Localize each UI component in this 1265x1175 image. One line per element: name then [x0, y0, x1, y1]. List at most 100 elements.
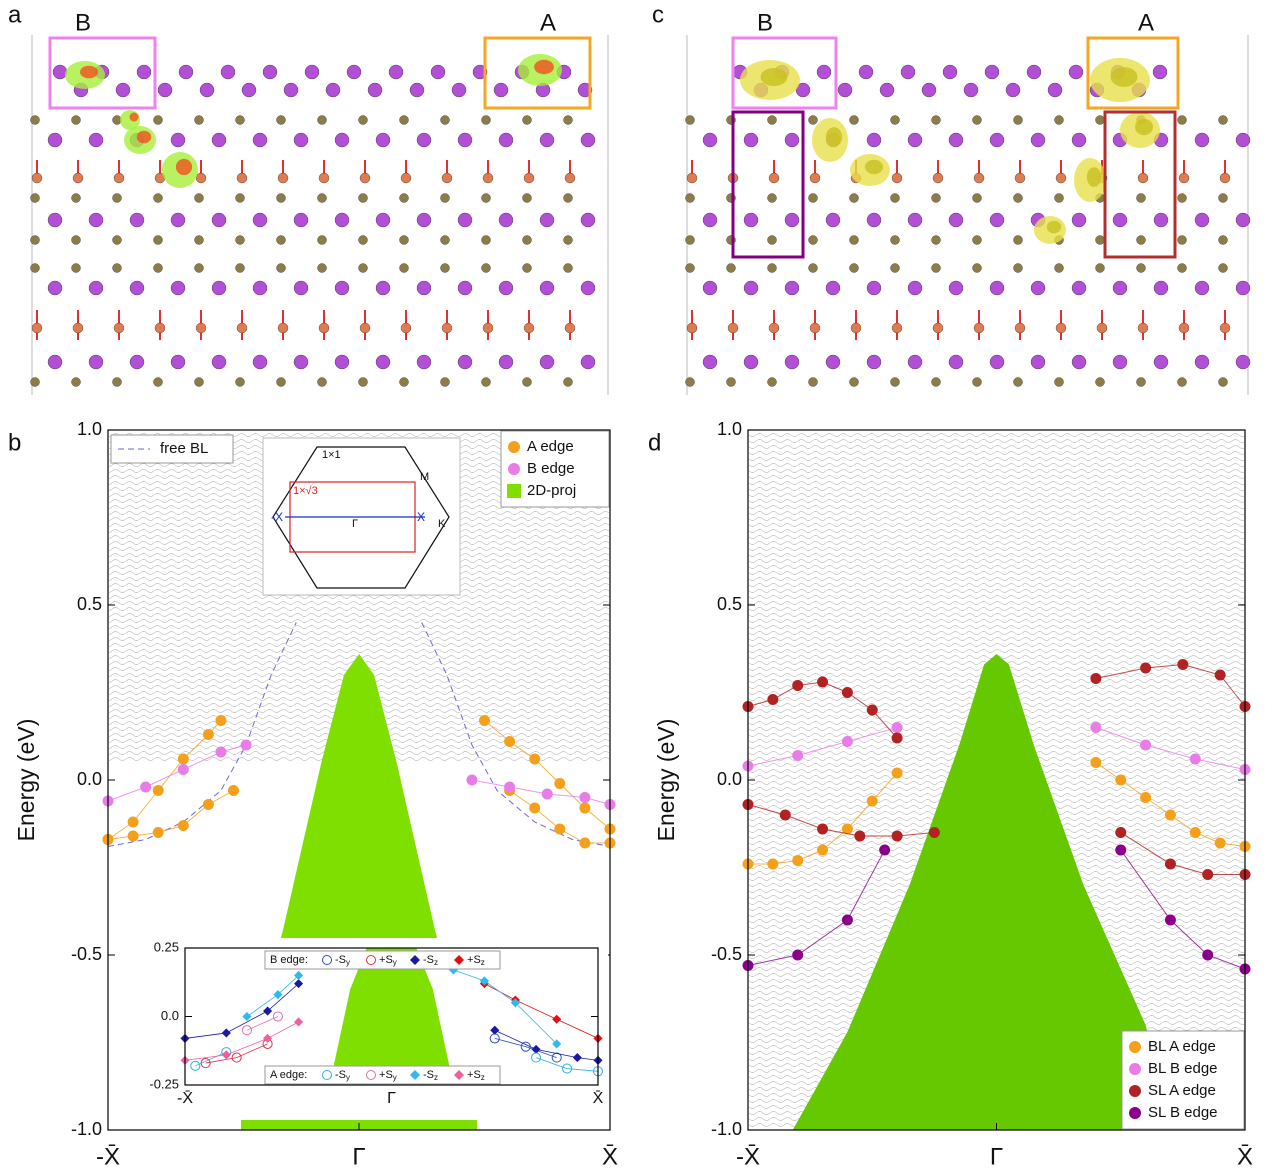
atom	[1014, 116, 1023, 125]
atom	[196, 173, 206, 183]
point	[1090, 722, 1101, 733]
atom	[221, 65, 235, 79]
bz-label: M	[420, 471, 429, 483]
atom	[277, 378, 286, 387]
atom	[360, 323, 370, 333]
atom	[236, 378, 245, 387]
atom	[974, 173, 984, 183]
y-axis-label: Energy (eV)	[653, 719, 679, 842]
point	[529, 803, 540, 814]
legend-swatch	[1129, 1041, 1141, 1053]
atom	[154, 236, 163, 245]
atom	[417, 133, 431, 147]
atom	[1154, 213, 1168, 227]
atom	[326, 83, 340, 97]
charge-blob	[80, 66, 98, 79]
atom	[154, 194, 163, 203]
atom	[294, 281, 308, 295]
atom	[686, 236, 695, 245]
atom	[263, 65, 277, 79]
atom	[810, 323, 820, 333]
atom	[400, 236, 409, 245]
point	[817, 677, 828, 688]
legend-subscript: z	[481, 1073, 485, 1082]
atom	[785, 213, 799, 227]
point	[892, 722, 903, 733]
atom	[482, 378, 491, 387]
atom	[401, 173, 411, 183]
atom	[1179, 323, 1189, 333]
point	[215, 747, 226, 758]
atom	[1056, 323, 1066, 333]
point	[842, 687, 853, 698]
charge-blob	[1135, 119, 1153, 135]
atom	[703, 133, 717, 147]
atom	[458, 213, 472, 227]
point	[792, 950, 803, 961]
atom	[155, 323, 165, 333]
atom	[171, 213, 185, 227]
point	[767, 694, 778, 705]
atom	[113, 264, 122, 273]
atom	[442, 173, 452, 183]
atom	[401, 323, 411, 333]
atom	[1031, 133, 1045, 147]
legend-symbol: S	[339, 954, 346, 966]
atom	[687, 323, 697, 333]
point	[867, 705, 878, 716]
point	[579, 838, 590, 849]
legend-swatch	[507, 484, 521, 498]
atom	[114, 323, 124, 333]
atom	[943, 65, 957, 79]
atom	[891, 236, 900, 245]
charge-blob	[1111, 67, 1138, 87]
panel-label: a	[8, 1, 22, 28]
atom	[483, 323, 493, 333]
atom	[89, 355, 103, 369]
atom	[826, 213, 840, 227]
atom	[48, 213, 62, 227]
atom	[540, 213, 554, 227]
point	[504, 736, 515, 747]
legend-swatch	[1129, 1107, 1141, 1119]
legend-label: free BL	[160, 440, 208, 457]
x-tick-label: Γ	[387, 1090, 396, 1107]
point	[929, 827, 940, 838]
atom	[1178, 378, 1187, 387]
atom	[581, 355, 595, 369]
figure: aBAcBA -1.0-0.50.00.51.0-X̄ΓX̄Energy (eV…	[0, 0, 1265, 1175]
atom	[933, 323, 943, 333]
atom	[335, 355, 349, 369]
atom	[851, 323, 861, 333]
x-tick-label: -X̄	[96, 1143, 120, 1170]
atom	[581, 133, 595, 147]
atom	[335, 281, 349, 295]
atom	[1137, 194, 1146, 203]
point	[479, 715, 490, 726]
atom	[1055, 116, 1064, 125]
atom	[892, 173, 902, 183]
band-line	[108, 791, 234, 840]
y-tick-label: 0.0	[717, 769, 742, 789]
atom	[565, 323, 575, 333]
atom	[277, 194, 286, 203]
charge-blob	[1087, 167, 1101, 187]
atom	[431, 65, 445, 79]
legend-subscript: y	[346, 958, 350, 967]
atom	[744, 355, 758, 369]
atom	[1220, 323, 1230, 333]
atom	[400, 116, 409, 125]
atom	[769, 323, 779, 333]
charge-blob	[826, 127, 842, 147]
legend-label: B edge	[527, 460, 575, 477]
y-tick-label: -1.0	[711, 1119, 742, 1139]
atom	[499, 133, 513, 147]
point	[817, 845, 828, 856]
atom	[171, 133, 185, 147]
point	[1140, 792, 1151, 803]
bz-inset: 1×1 1×√3 M K Γ X -X	[263, 438, 460, 595]
y-tick-label: 0.0	[161, 1008, 179, 1023]
atom	[441, 264, 450, 273]
atom	[31, 116, 40, 125]
atom	[347, 65, 361, 79]
